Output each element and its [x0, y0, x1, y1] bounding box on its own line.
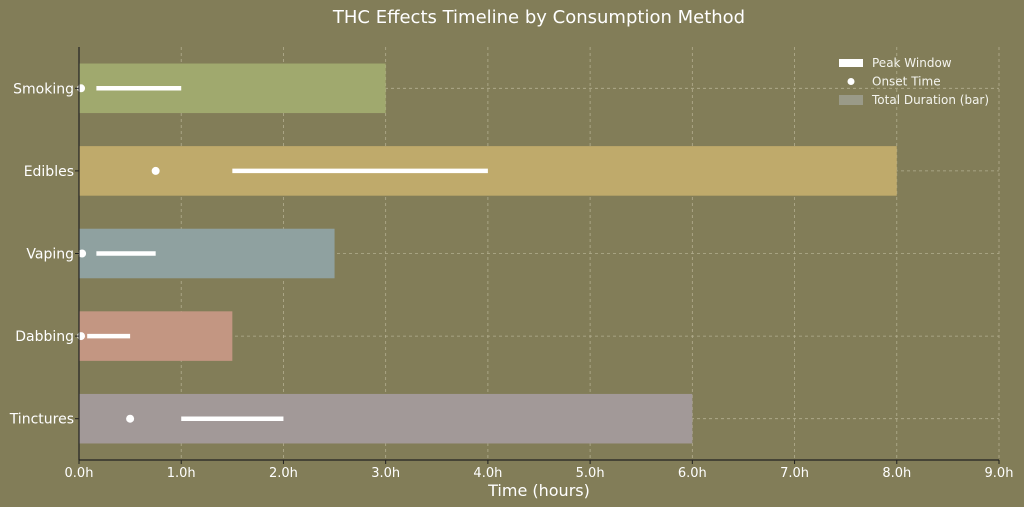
y-tick-label-smoking: Smoking: [13, 81, 74, 97]
legend-swatch-onset-time: [847, 78, 855, 85]
y-tick-label-vaping: Vaping: [26, 247, 74, 263]
peak-windows: [87, 86, 488, 421]
x-tick-label-6: 6.0h: [678, 466, 707, 481]
onset-point-vaping: [78, 249, 87, 258]
y-tick-labels: Smoking Edibles Vaping Dabbing Tinctures: [9, 81, 79, 428]
y-tick-label-dabbing: Dabbing: [15, 329, 74, 345]
y-tick-label-tinctures: Tinctures: [9, 412, 74, 428]
x-tick-label-3: 3.0h: [371, 466, 400, 481]
onset-point-tinctures: [126, 414, 135, 423]
x-axis-label: Time (hours): [487, 481, 590, 500]
chart-title: THC Effects Timeline by Consumption Meth…: [332, 7, 745, 28]
duration-bar-tinctures: [79, 393, 693, 444]
x-tick-label-1: 1.0h: [167, 466, 196, 481]
x-tick-label-4: 4.0h: [473, 466, 502, 481]
x-tick-label-7: 7.0h: [780, 466, 809, 481]
legend-label-2: Total Duration (bar): [871, 93, 989, 107]
legend-swatch-peak-window: [839, 59, 863, 67]
legend: Peak Window Onset Time Total Duration (bar…: [839, 56, 989, 107]
legend-label-1: Onset Time: [872, 75, 941, 89]
x-tick-label-8: 8.0h: [882, 466, 911, 481]
x-tick-label-2: 2.0h: [269, 466, 298, 481]
legend-label-0: Peak Window: [872, 56, 952, 70]
x-tick-labels: 0.0h 1.0h 2.0h 3.0h 4.0h 5.0h 6.0h 7.0h 8.0h 9.0h: [65, 460, 1014, 481]
x-tick-label-5: 5.0h: [576, 466, 605, 481]
x-tick-label-9: 9.0h: [985, 466, 1014, 481]
onset-point-edibles: [151, 166, 160, 175]
grid: [78, 47, 1000, 460]
y-tick-label-edibles: Edibles: [24, 164, 74, 180]
x-tick-label-0: 0.0h: [65, 466, 94, 481]
duration-bars: [79, 63, 897, 444]
legend-swatch-total-duration: [839, 95, 863, 105]
